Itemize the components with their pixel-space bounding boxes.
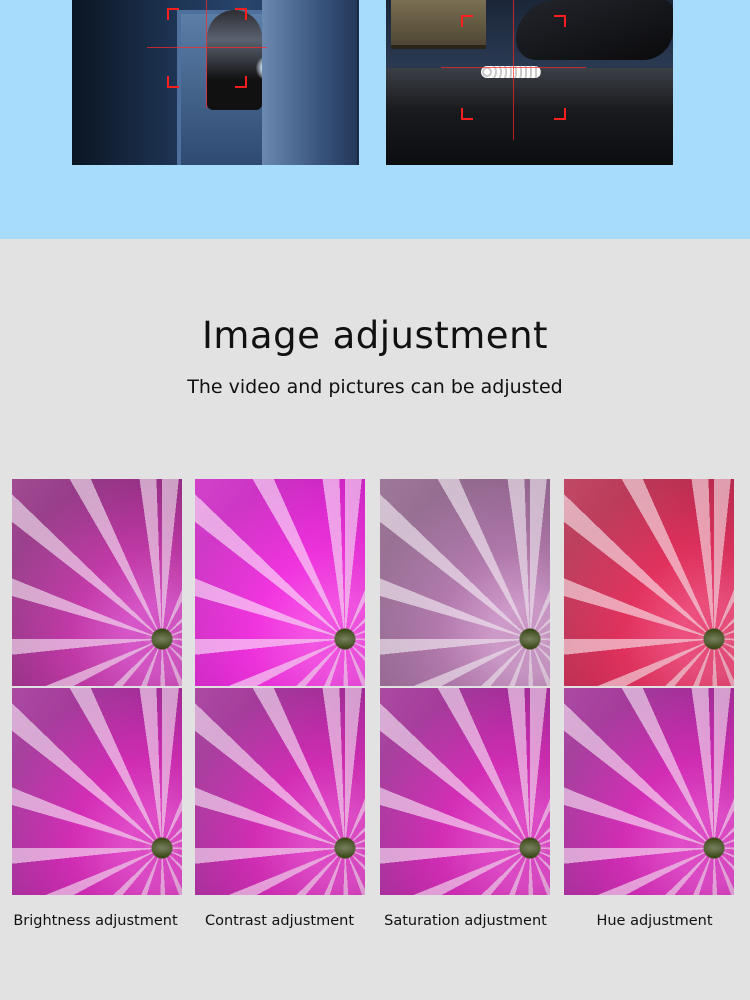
- adjusted-flower-image-1: [12, 479, 182, 686]
- dahlia-petals: [564, 688, 734, 895]
- jewelry-box: [391, 0, 486, 49]
- tile-shading: [564, 688, 734, 895]
- curtain: [262, 0, 357, 165]
- original-flower-image-4: [564, 688, 734, 895]
- tile-shading: [195, 688, 365, 895]
- tile-shading: [380, 688, 550, 895]
- dahlia-petals: [564, 479, 734, 686]
- intruder-figure: [207, 10, 262, 110]
- original-flower-image-3: [380, 688, 550, 895]
- section-title: Image adjustment: [201, 314, 549, 357]
- gloved-hand: [516, 0, 673, 60]
- tile-shading: [380, 479, 550, 686]
- dahlia-petals: [195, 479, 365, 686]
- dahlia-petals: [380, 479, 550, 686]
- dahlia-petals: [195, 688, 365, 895]
- section-subtitle: The video and pictures can be adjusted: [187, 376, 563, 398]
- dahlia-petals: [380, 688, 550, 895]
- caption-contrast: Contrast adjustment: [204, 913, 355, 929]
- target-reticle-icon: [441, 0, 586, 140]
- caption-hue: Hue adjustment: [596, 913, 713, 929]
- tile-shading: [195, 479, 365, 686]
- adjusted-flower-image-3: [380, 479, 550, 686]
- original-flower-image-2: [195, 688, 365, 895]
- night-vision-intruder-photo: [72, 0, 359, 165]
- target-reticle-icon: [147, 0, 267, 108]
- adjusted-flower-image-4: [564, 479, 734, 686]
- dahlia-petals: [12, 688, 182, 895]
- caption-brightness: Brightness adjustment: [13, 913, 178, 929]
- caption-saturation: Saturation adjustment: [384, 913, 547, 929]
- dahlia-petals: [12, 479, 182, 686]
- tile-shading: [12, 688, 182, 895]
- tile-shading: [564, 479, 734, 686]
- original-flower-image-1: [12, 688, 182, 895]
- night-vision-theft-photo: [386, 0, 673, 165]
- tile-shading: [12, 479, 182, 686]
- adjusted-flower-image-2: [195, 479, 365, 686]
- jewelry-pile: [481, 66, 541, 78]
